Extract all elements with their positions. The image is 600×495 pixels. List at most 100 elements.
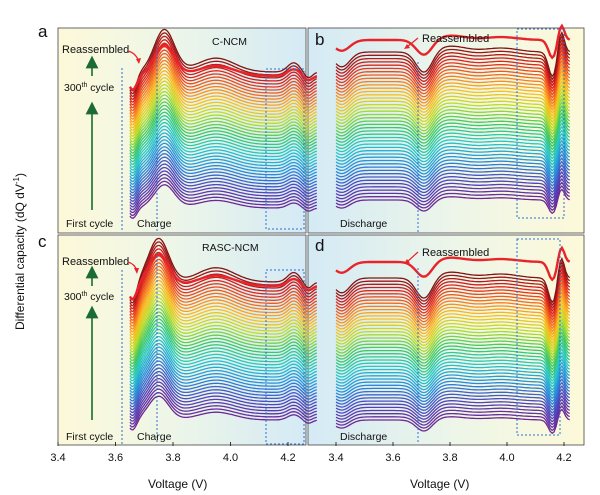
panel-c-reassembled-label: Reassembled [62, 256, 129, 268]
cycle-curve [335, 55, 571, 99]
guides [121, 28, 565, 445]
cycle-curve [335, 283, 571, 327]
cycle-curve [335, 128, 571, 163]
cycle-curve [335, 294, 571, 336]
x-axis-left-title: Voltage (V) [148, 477, 207, 491]
cycle-curve [129, 90, 318, 143]
cycle-curve [129, 392, 317, 428]
panel-a-letter: a [38, 22, 48, 41]
x-tick-label: 4.0 [223, 452, 238, 464]
cycle-curve [129, 371, 317, 411]
cycle-curve [335, 357, 571, 391]
cycle-curve [129, 39, 318, 101]
cycle-curve [129, 335, 318, 382]
cycle-curve [335, 149, 571, 181]
cycle-curve [129, 297, 318, 350]
cycle-curve [129, 63, 318, 121]
cycle-curve [129, 311, 318, 362]
cycle-curve [129, 170, 317, 208]
cycle-curve [335, 72, 571, 114]
cycle-curve [335, 41, 571, 87]
cycle-curve [335, 167, 570, 196]
cycle-curve [129, 332, 317, 379]
cycle-curve [129, 180, 317, 217]
panel-c-cycle-label: 300th cycle [64, 291, 114, 303]
cycle-curve [129, 156, 317, 197]
cycle-curve [129, 353, 317, 396]
cycle-curve [129, 325, 317, 373]
panel-b-arrow-head [404, 44, 410, 49]
cycle-curve [129, 346, 317, 391]
cycle-curve [335, 132, 571, 166]
cycle-curve [335, 263, 571, 310]
cycle-curve [129, 381, 317, 420]
cycle-curve [129, 339, 317, 385]
cycle-curve [335, 267, 571, 313]
cycle-curve [129, 73, 318, 129]
cycle-curve [129, 66, 318, 123]
cycle-curve [335, 351, 571, 385]
cycle-curve [129, 272, 318, 330]
cycle-curve [335, 184, 570, 212]
cycle-curve [129, 80, 318, 135]
cycle-curve [129, 111, 317, 160]
y-axis-title-end: ) [13, 173, 27, 177]
cycle-curve [129, 84, 318, 137]
panel-c-cycle-number: 300 [64, 291, 82, 303]
cycle-curve [335, 163, 570, 193]
cycle-curve [335, 304, 571, 345]
panel-b-curves [335, 23, 571, 215]
panel-b-reassembled-arrow [406, 37, 419, 48]
x-tick-label: 3.6 [385, 452, 400, 464]
cycle-curve [335, 62, 571, 105]
x-tick-label: 4.2 [556, 452, 571, 464]
panel-d-arrow-head [404, 259, 410, 264]
panel-a-curves [128, 28, 318, 220]
cycle-curve [335, 361, 571, 394]
cycle-curve [335, 114, 571, 151]
cycle-curve [335, 408, 570, 435]
cycle-curve [335, 341, 571, 377]
panel-d-highlight-box [516, 238, 561, 436]
cycle-curve [129, 97, 317, 149]
cycle-curve [335, 48, 571, 93]
y-axis-title-sup: -1 [12, 176, 21, 184]
cycle-curve [335, 51, 571, 96]
panel-a-cycle-label: 300th cycle [64, 82, 114, 94]
cycle-curve [129, 149, 317, 191]
x-tick-label: 3.4 [328, 452, 343, 464]
cycle-curve [335, 327, 571, 365]
cycle-curve [335, 378, 571, 409]
panel-d-curves [335, 245, 571, 435]
cycle-curve [129, 70, 318, 126]
cycle-curve [335, 76, 571, 118]
cycle-curve [335, 324, 571, 362]
panel-c-arrow-head [134, 268, 139, 274]
cycle-curve [335, 300, 571, 342]
panel-a-title: C-NCM [212, 36, 247, 48]
cycle-curve [129, 286, 318, 342]
cycle-curve [129, 378, 317, 417]
cycle-curve [335, 368, 571, 400]
cycle-curve [129, 46, 318, 106]
panel-c-cycle-sup: th [82, 291, 88, 298]
cycle-curve [129, 304, 318, 356]
cycle-curve [335, 142, 571, 175]
cycle-curve [335, 107, 571, 145]
cycle-curve [335, 37, 571, 84]
cycle-curve [129, 77, 318, 132]
cycle-curve [335, 280, 571, 324]
cycle-curve [335, 354, 571, 388]
panel-c-letter: c [38, 232, 47, 251]
cycle-curve [129, 56, 318, 115]
cycle-curve [129, 184, 317, 220]
cycle-curve [129, 262, 318, 321]
cycle-curve [129, 135, 317, 180]
cycle-curve [129, 132, 317, 177]
panel-b-highlight-box [516, 28, 565, 219]
cycle-curve [335, 146, 571, 178]
cycle-curve [129, 343, 317, 388]
y-axis-title-main: Differential capacity (dQ dV [13, 184, 27, 330]
x-tick-label: 3.4 [50, 452, 65, 464]
